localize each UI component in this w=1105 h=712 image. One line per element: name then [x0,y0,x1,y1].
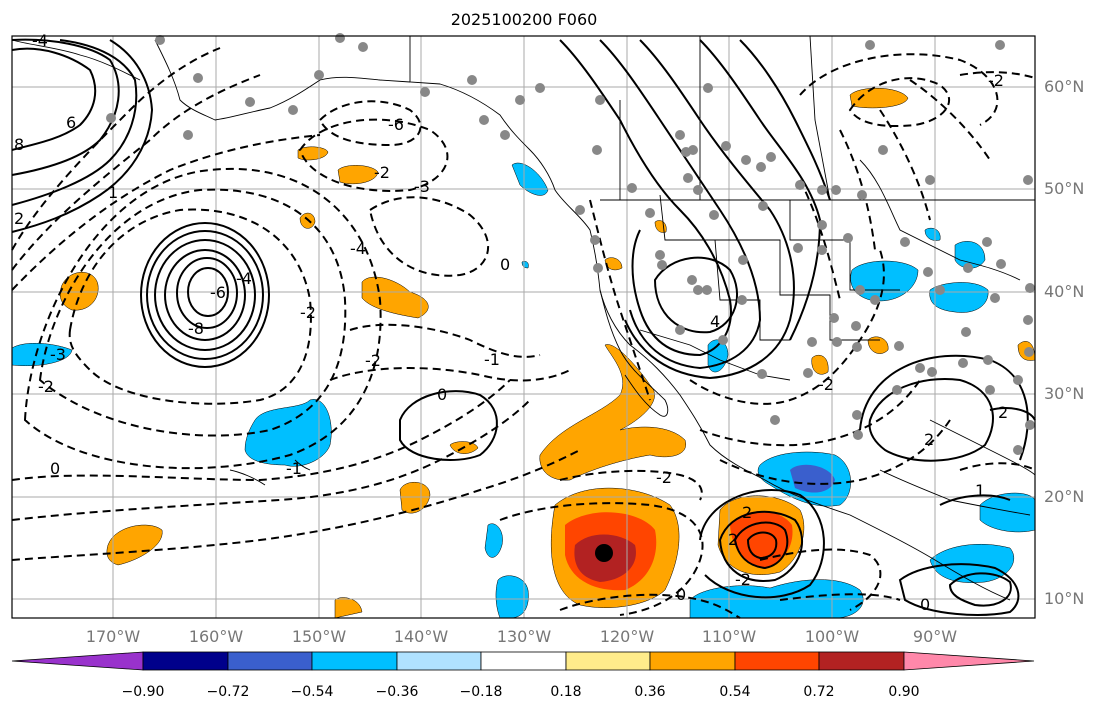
lon-label: 90°W [912,627,958,646]
contour-label: 2 [742,503,752,522]
contour-label: -3 [50,345,66,364]
lat-label: 30°N [1044,384,1085,403]
contours-dashed [11,47,1036,619]
lat-label: 20°N [1044,487,1085,506]
contour-label: 0 [437,385,447,404]
colorbar-extend-low [11,651,144,671]
colorbar-tick-label: 0.18 [550,684,582,700]
contour-label: -2 [988,71,1004,90]
station-dots [106,33,1035,455]
contour-label: -1 [286,459,302,478]
contour-label: 2 [924,430,934,449]
contour-label: -1 [484,350,500,369]
lon-label: 160°W [188,627,244,646]
coastlines [11,35,1036,601]
contour-label: -4 [32,31,48,50]
contour-label: 2 [998,403,1008,422]
lon-label: 170°W [85,627,141,646]
contour-label: 1 [975,481,985,500]
colorbar-tick-label: −0.36 [375,684,419,700]
contour-label: 2 [728,530,738,549]
colorbar-extend-high [903,651,1035,671]
contour-label: -2 [365,351,381,370]
contour-label: -8 [188,319,204,338]
lat-label: 60°N [1044,77,1085,96]
shaded-fields [11,87,1036,619]
colorbar-tick-label: −0.18 [459,684,503,700]
colorbar [11,651,1035,671]
lon-label: 100°W [804,627,860,646]
contour-label: 4 [710,312,720,331]
contour-label: -2 [300,303,316,322]
lat-label: 50°N [1044,179,1085,198]
lat-label: 40°N [1044,282,1085,301]
contour-labels: -4 6 8 2 1 -3 -2 0 -6 -4 -3 -4 -2 -1 0 -… [14,31,1008,614]
contour-label: 0 [50,459,60,478]
contour-label: 2 [14,209,24,228]
contour-label: -2 [374,163,390,182]
lat-label: 10°N [1044,589,1085,608]
colorbar-tick-label: 0.72 [803,684,835,700]
contour-label: -6 [210,283,226,302]
contour-label: -6 [388,115,404,134]
colorbar-tick-label: −0.72 [206,684,250,700]
colorbar-tick-label: −0.54 [290,684,334,700]
colorbar-tick-label: 0.36 [634,684,666,700]
lon-label: 150°W [291,627,347,646]
colorbar-tick-label: −0.90 [121,684,165,700]
lon-label: 130°W [496,627,552,646]
colorbar-tick-label: 0.90 [888,684,920,700]
map-frame [11,35,1036,619]
contour-label: -2 [38,377,54,396]
contour-label: -4 [350,239,366,258]
colorbar-tick-label: 0.54 [719,684,751,700]
contour-label: 6 [66,113,76,132]
lon-label: 120°W [599,627,655,646]
contour-label: -2 [735,570,751,589]
contour-label: 0 [500,255,510,274]
contour-label: -3 [414,177,430,196]
contour-label: -2 [656,468,672,487]
contour-label: -2 [818,375,834,394]
contour-label: 1 [108,183,118,202]
lon-label: 140°W [393,627,449,646]
contour-label: 0 [920,595,930,614]
contour-label: 0 [676,585,686,604]
lon-label: 110°W [701,627,757,646]
storm-center-marker [595,544,613,562]
map-title: 2025100200 F060 [450,10,598,29]
contour-label: -4 [236,269,252,288]
contour-label: 8 [14,135,24,154]
